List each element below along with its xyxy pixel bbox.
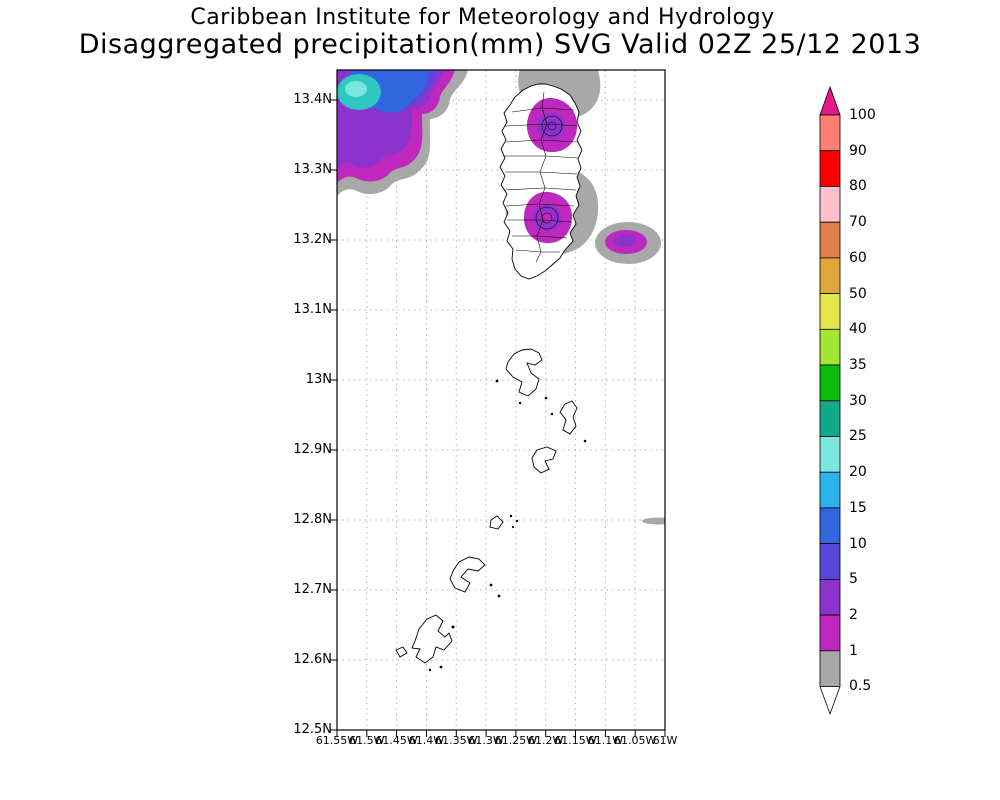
y-axis-label: 13N: [305, 372, 332, 387]
colorbar-label: 25: [849, 428, 867, 444]
east-cell-purple: [614, 235, 636, 247]
x-axis-ticks: [336, 730, 666, 737]
colorbar-segment: [819, 150, 841, 187]
colorbar-label: 20: [849, 464, 867, 480]
x-axis-label: 61.25W: [494, 734, 538, 747]
colorbar-label: 2: [849, 607, 858, 623]
edge-streak-gray: [642, 517, 665, 525]
colorbar-segment: [819, 507, 841, 545]
x-axis-label: 61W: [652, 734, 678, 747]
colorbar-segment: [819, 185, 841, 223]
colorbar-label: 60: [849, 250, 867, 266]
colorbar-label: 0.5: [849, 678, 872, 694]
colorbar-segment: [819, 400, 841, 437]
bequia-coastline: [505, 348, 543, 397]
colorbar-arrow-top: [819, 85, 841, 116]
colorbar-label: 5: [849, 571, 858, 587]
colorbar-label: 50: [849, 286, 867, 302]
chart-title: Caribbean Institute for Meteorology and …: [190, 5, 775, 30]
x-axis-label: 61.3W: [468, 734, 504, 747]
x-axis-label: 61.45W: [375, 734, 418, 747]
colorbar-label: 40: [849, 321, 867, 337]
y-axis-label: 12.7N: [293, 582, 332, 597]
colorbar-label: 30: [849, 393, 867, 409]
y-axis-label: 13.1N: [293, 302, 332, 317]
map-frame: [336, 69, 666, 731]
chart-subtitle: Disaggregated precipitation(mm) SVG Vali…: [78, 29, 922, 60]
y-axis-label: 12.8N: [293, 512, 332, 527]
colorbar-label: 35: [849, 357, 867, 373]
x-axis-label: 61.55W: [315, 734, 359, 747]
mayreau-coastline: [489, 515, 504, 530]
colorbar-segment: [819, 436, 841, 473]
y-axis-label: 13.3N: [293, 162, 332, 177]
colorbar-segment: [819, 328, 841, 366]
y-axis-ticks: [330, 99, 337, 731]
carriacou-coastline: [411, 614, 453, 664]
colorbar-segment: [819, 114, 841, 152]
y-axis-label: 12.5N: [293, 722, 332, 737]
grid-lines: [337, 70, 665, 730]
nw-shade-cyan: [345, 81, 367, 97]
colorbar-segment: [819, 650, 841, 687]
colorbar-segment: [819, 221, 841, 259]
colorbar-label: 10: [849, 536, 867, 552]
x-axis-label: 61.1W: [587, 734, 624, 747]
grenadines-coastlines: [395, 348, 578, 664]
west-islet-coastline: [395, 646, 408, 658]
colorbar-segment: [819, 364, 841, 402]
colorbar-label: 15: [849, 500, 867, 516]
canouan-coastline: [531, 446, 557, 474]
colorbar: [819, 85, 841, 716]
colorbar-segment: [819, 579, 841, 616]
colorbar-segment: [819, 471, 841, 509]
x-axis-label: 61.05W: [614, 734, 657, 747]
colorbar-label: 90: [849, 143, 867, 159]
colorbar-label: 1: [849, 643, 858, 659]
colorbar-segment: [819, 257, 841, 295]
x-axis-label: 61.35W: [435, 734, 478, 747]
y-axis-label: 12.9N: [293, 442, 332, 457]
colorbar-label: 100: [849, 107, 876, 123]
x-axis-label: 61.2W: [528, 734, 564, 747]
x-axis-label: 61.5W: [349, 734, 385, 747]
precip-shading: [337, 70, 665, 672]
mustique-coastline: [559, 400, 578, 435]
y-axis-label: 12.6N: [293, 652, 332, 667]
colorbar-arrow-bottom: [819, 686, 841, 716]
x-axis-label: 61.4W: [408, 734, 445, 747]
grenadines-islets: [428, 379, 587, 672]
y-axis-label: 13.2N: [293, 232, 332, 247]
x-axis-label: 61.15W: [554, 734, 597, 747]
union-island-coastline: [449, 556, 486, 593]
grid: [337, 70, 665, 730]
colorbar-segment: [819, 293, 841, 330]
colorbar-label: 70: [849, 214, 867, 230]
y-axis-label: 13.4N: [293, 92, 332, 107]
colorbar-segment: [819, 614, 841, 652]
sv-watershed-mesh: [503, 91, 579, 263]
colorbar-label: 80: [849, 178, 867, 194]
colorbar-segment: [819, 543, 841, 580]
sv-north-purple: [537, 113, 565, 139]
